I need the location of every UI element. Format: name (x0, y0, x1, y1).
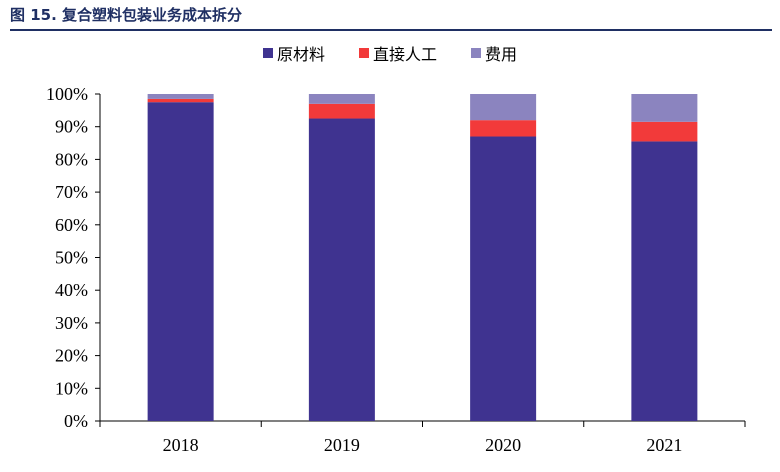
x-tick-label: 2020 (485, 435, 521, 455)
bar-segment-direct-labor (631, 121, 698, 142)
legend-swatch-expenses (471, 48, 481, 58)
bar-segment-expenses (308, 94, 375, 104)
legend-item-direct-labor: 直接人工 (358, 41, 437, 65)
bar-segment-expenses (147, 94, 214, 99)
bar-segment-raw-materials (308, 118, 375, 422)
y-tick-label: 30% (55, 313, 88, 333)
legend-label-direct-labor: 直接人工 (372, 45, 437, 64)
x-tick-label: 2019 (324, 435, 360, 455)
bar-segment-direct-labor (470, 120, 537, 137)
bar-segment-raw-materials (147, 102, 214, 422)
y-tick-label: 20% (55, 346, 88, 366)
figure-title: 图 15. 复合塑料包装业务成本拆分 (10, 6, 243, 24)
bar-segment-direct-labor (147, 98, 214, 103)
y-tick-label: 0% (64, 411, 88, 431)
y-tick-label: 40% (55, 280, 88, 300)
x-tick-label: 2018 (163, 435, 199, 455)
legend-label-raw-materials: 原材料 (276, 45, 325, 64)
bar-segment-raw-materials (631, 141, 698, 422)
y-tick-label: 100% (46, 84, 88, 104)
bar-segment-raw-materials (470, 136, 537, 421)
legend-item-expenses: 费用 (471, 41, 517, 65)
x-tick-label: 2021 (646, 435, 682, 455)
bar-segment-expenses (470, 94, 537, 121)
y-tick-label: 70% (55, 182, 88, 202)
bar-segment-expenses (631, 94, 698, 122)
bar-segment-direct-labor (308, 103, 375, 119)
legend-swatch-direct-labor (358, 48, 369, 58)
y-tick-label: 90% (55, 117, 88, 137)
y-tick-label: 80% (55, 149, 88, 169)
y-tick-label: 10% (55, 378, 88, 398)
y-tick-label: 50% (55, 248, 88, 268)
chart-legend: 原材料 直接人工 费用 (0, 41, 780, 65)
legend-item-raw-materials: 原材料 (262, 41, 325, 65)
title-divider (10, 29, 772, 31)
legend-swatch-raw-materials (262, 48, 273, 58)
legend-label-expenses: 费用 (485, 45, 518, 64)
y-tick-label: 60% (55, 215, 88, 235)
